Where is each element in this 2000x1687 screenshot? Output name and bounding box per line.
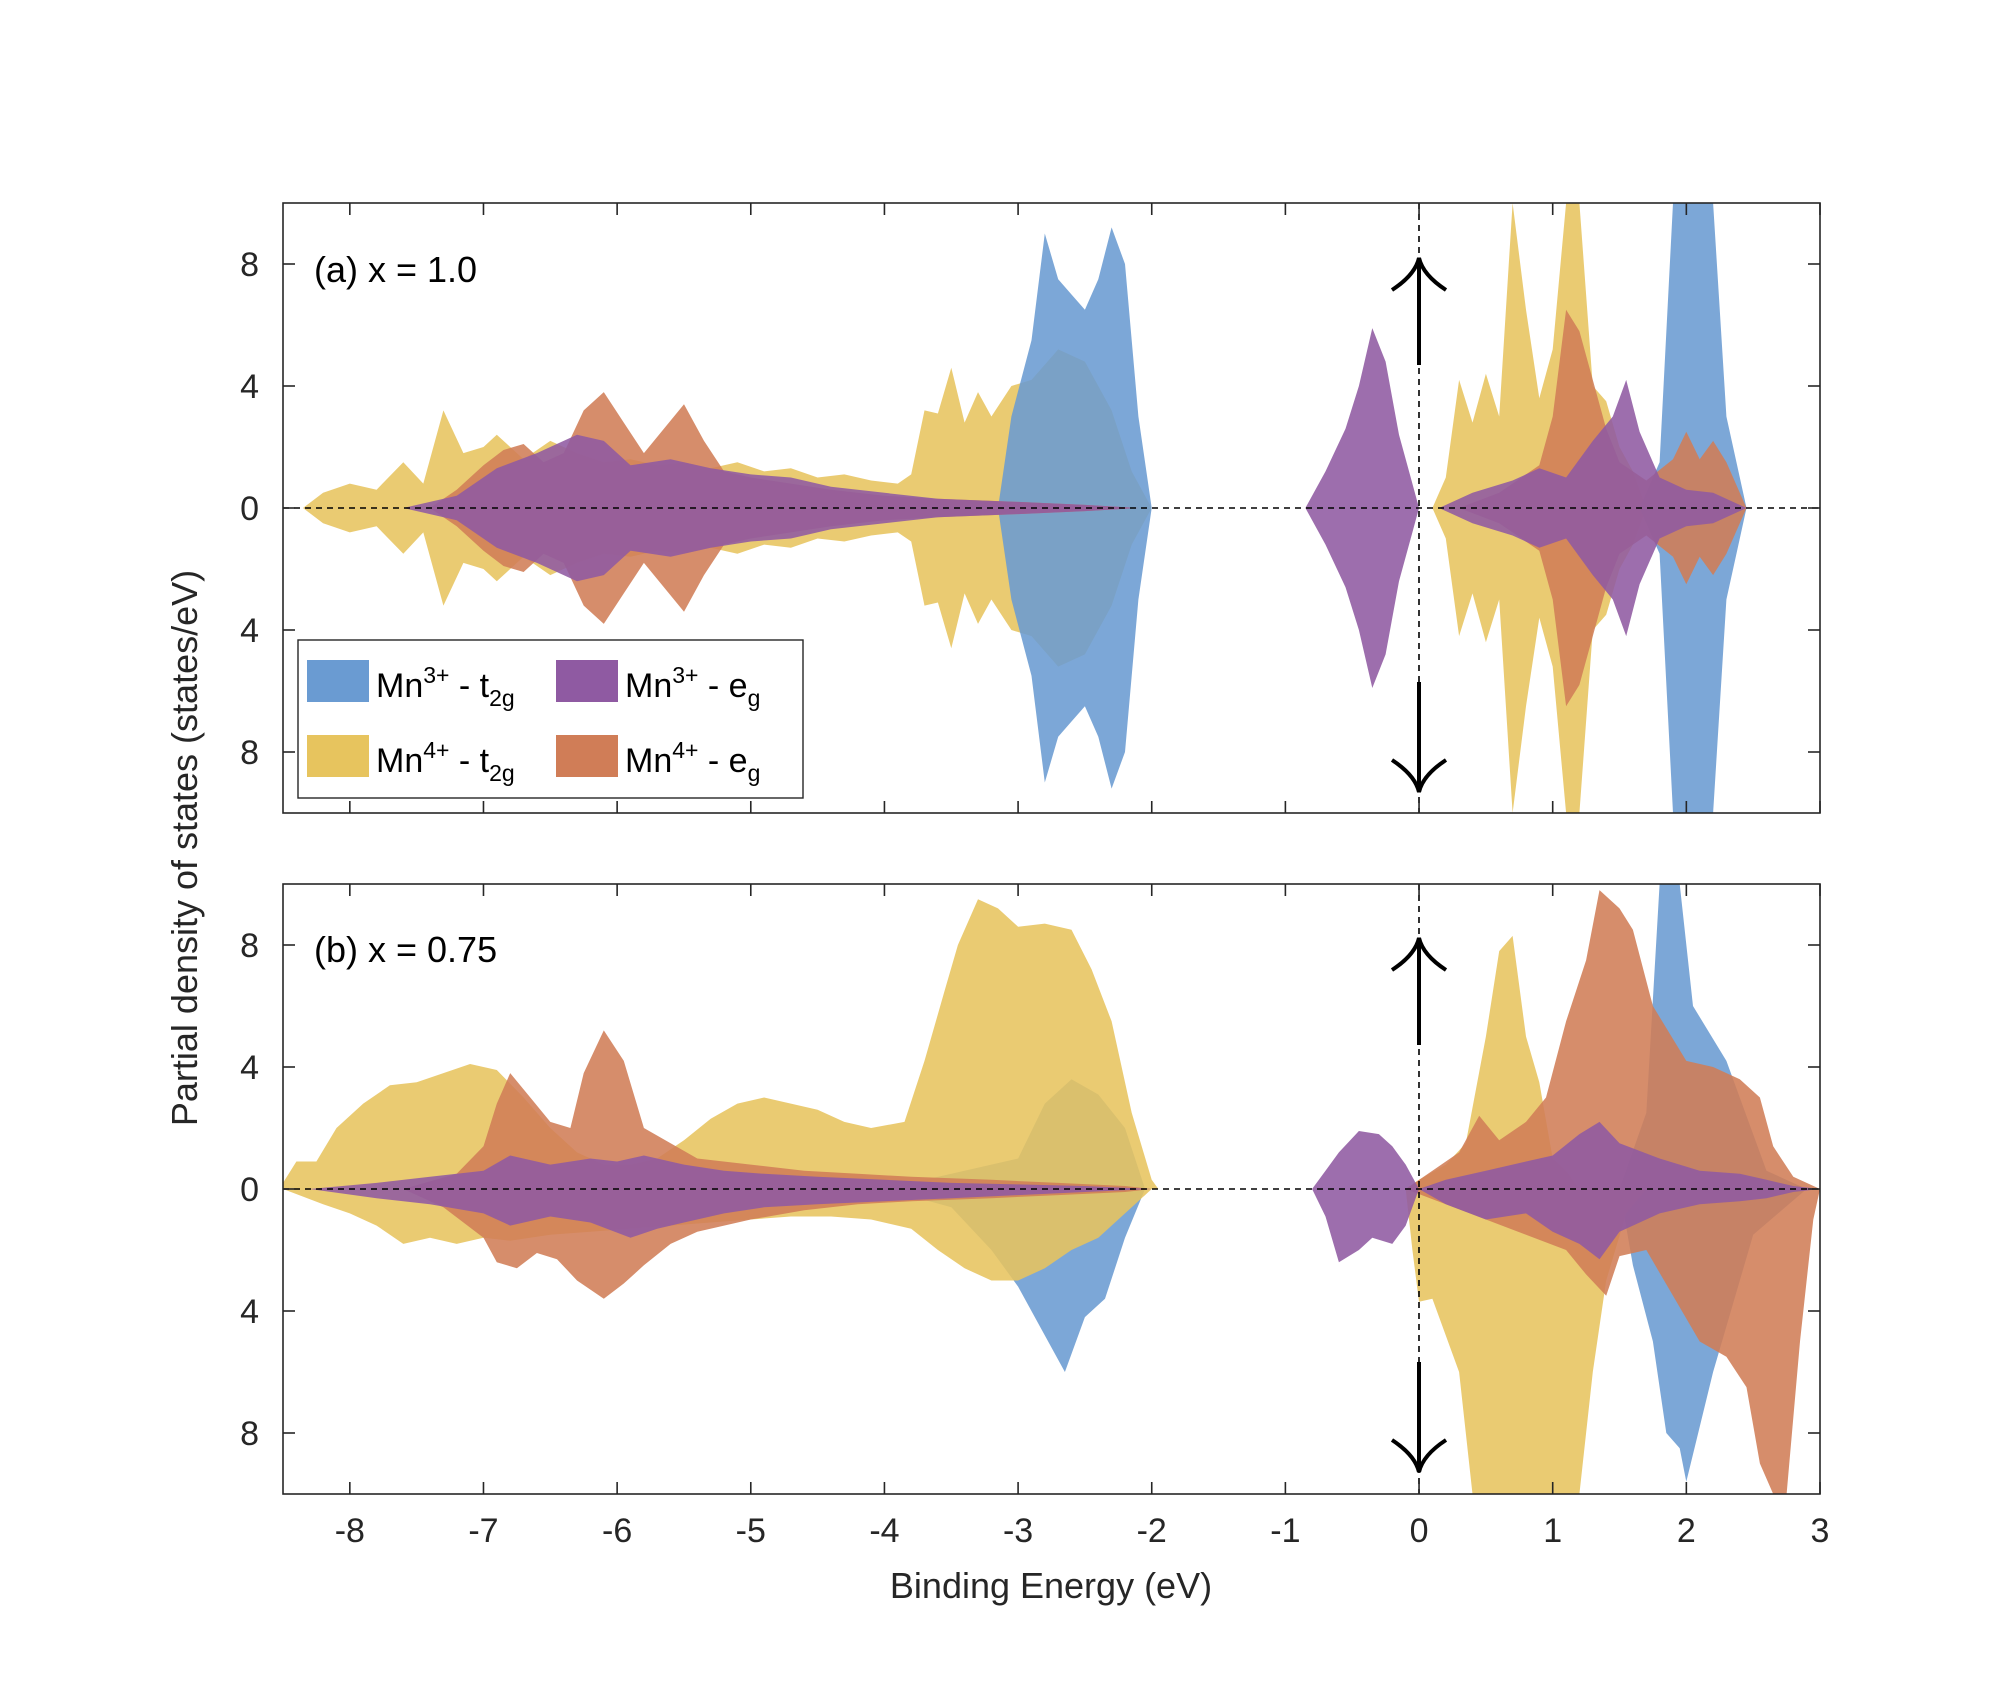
panel-b-area-mn3-eg-6 (309, 1155, 1152, 1238)
y-axis-label: Partial density of states (states/eV) (164, 570, 205, 1126)
x-tick-label: -5 (736, 1512, 766, 1550)
panel-a-spin-up-arrow-icon (1390, 257, 1448, 365)
x-tick-label: -4 (869, 1512, 899, 1550)
x-tick-label: -6 (602, 1512, 632, 1550)
x-tick-label: -7 (468, 1512, 498, 1550)
panel-a-y-tick-label: 0 (240, 490, 259, 528)
legend-swatch-mn4-t2g (307, 735, 369, 777)
panel-a-ticks: 8 4 0 4 8 (240, 203, 1821, 813)
legend-item-mn4-t2g: Mn4+ - t2g (307, 735, 515, 786)
panel-a-y-tick-label: 4 (240, 368, 259, 406)
panel-b-y-tick-label: 4 (240, 1049, 259, 1087)
panel-b-ticks: -8 -7 -6 -5 -4 -3 -2 -1 0 1 2 3 8 4 0 4 8 (240, 884, 1829, 1550)
legend-swatch-mn4-eg (556, 735, 618, 777)
legend-item-mn4-eg: Mn4+ - eg (556, 735, 760, 786)
x-tick-label: -2 (1137, 1512, 1167, 1550)
legend: Mn3+ - t2g Mn3+ - eg Mn4+ - t2g Mn4+ - e… (297, 639, 804, 799)
legend-label-mn3-t2g: Mn3+ - t2g (376, 662, 515, 711)
panel-b-y-tick-label: 8 (240, 927, 259, 965)
x-tick-label: 0 (1410, 1512, 1429, 1550)
panel-a-label: (a) x = 1.0 (314, 249, 477, 290)
panel-b-y-tick-label: 0 (240, 1171, 259, 1209)
legend-label-mn4-t2g: Mn4+ - t2g (376, 737, 515, 786)
panel-b-label: (b) x = 0.75 (314, 929, 497, 970)
x-tick-label: 1 (1543, 1512, 1562, 1550)
legend-swatch-mn3-eg (556, 660, 618, 702)
x-tick-label: -3 (1003, 1512, 1033, 1550)
legend-item-mn3-t2g: Mn3+ - t2g (307, 660, 515, 711)
x-tick-label: -8 (335, 1512, 365, 1550)
panel-b: -8 -7 -6 -5 -4 -3 -2 -1 0 1 2 3 8 4 0 4 8 (b) x = 0.75 (240, 883, 1829, 1550)
panel-a-y-tick-label: 8 (240, 734, 259, 772)
legend-label-mn3-eg: Mn3+ - eg (625, 662, 760, 711)
panel-a-spin-down-arrow-icon (1390, 682, 1448, 793)
x-axis-label: Binding Energy (eV) (890, 1565, 1212, 1606)
panel-b-y-tick-label: 8 (240, 1415, 259, 1453)
panel-b-y-tick-label: 4 (240, 1293, 259, 1331)
legend-label-mn4-eg: Mn4+ - eg (625, 737, 760, 786)
legend-box (297, 639, 804, 799)
legend-item-mn3-eg: Mn3+ - eg (556, 660, 760, 711)
panel-b-area-mn4-eg-4 (403, 1030, 1152, 1299)
legend-swatch-mn3-t2g (307, 660, 369, 702)
panel-b-area-mn3-eg-8 (1419, 1121, 1820, 1260)
panel-a: 8 4 0 4 8 (a) x = 1.0 Mn3+ - t2g Mn3+ - eg M… (240, 202, 1821, 814)
panel-b-area-mn3-eg-7 (1312, 1131, 1419, 1263)
x-tick-label: 3 (1811, 1512, 1830, 1550)
x-tick-label: 2 (1677, 1512, 1696, 1550)
panel-a-y-tick-label: 8 (240, 246, 259, 284)
panel-b-series (283, 884, 1820, 1494)
panel-b-spin-down-arrow-icon (1390, 1362, 1448, 1473)
panel-a-y-tick-label: 4 (240, 612, 259, 650)
panel-b-spin-up-arrow-icon (1390, 937, 1448, 1045)
x-tick-label: -1 (1270, 1512, 1300, 1550)
